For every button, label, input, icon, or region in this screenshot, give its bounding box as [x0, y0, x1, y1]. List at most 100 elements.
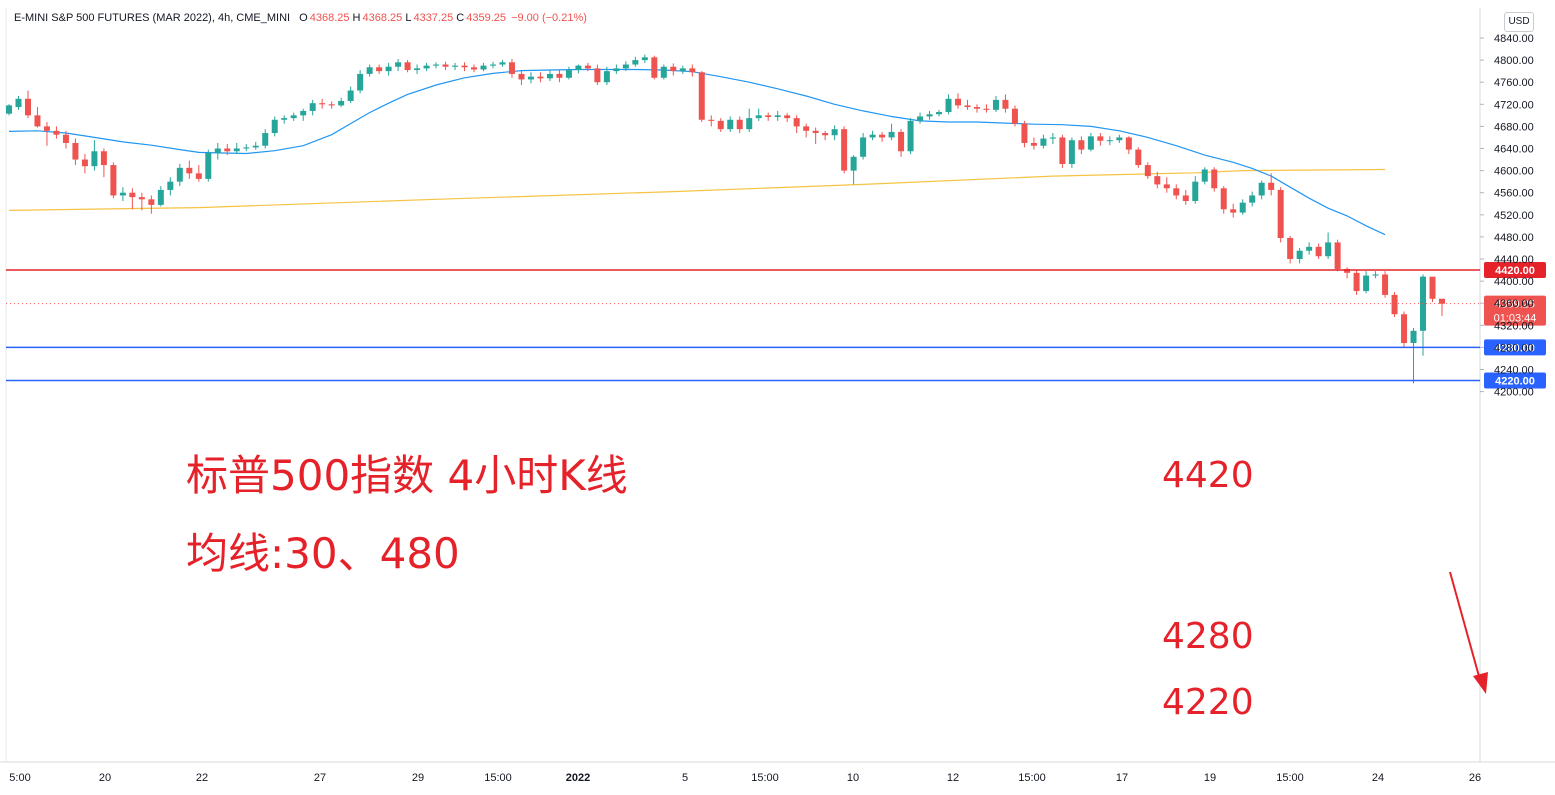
candle-body	[148, 199, 155, 205]
low-label: L	[405, 12, 412, 24]
candle-body	[803, 126, 810, 131]
candle-body	[708, 119, 715, 121]
candle-body	[955, 98, 962, 106]
time-axis[interactable]: 5:00 20 22 27 29 15:00 2022 5 15:00 10 12 15:00 17 19…	[9, 772, 1481, 784]
candle-body	[1353, 272, 1360, 292]
candle	[1439, 298, 1445, 316]
candle	[613, 64, 620, 74]
candle	[62, 130, 69, 149]
candle	[376, 64, 383, 74]
horizontal-levels[interactable]: 4420.00 4280.00 4220.00 4359.25 01:03:44	[6, 262, 1546, 389]
candle	[1106, 136, 1113, 146]
x-tick-label: 5:00	[9, 772, 30, 784]
candle	[138, 192, 145, 211]
candle-body	[660, 66, 667, 78]
candle-body	[1334, 242, 1341, 269]
candle	[917, 112, 924, 124]
candle-body	[812, 130, 819, 134]
candle	[404, 60, 411, 73]
candle	[452, 62, 459, 71]
candle	[43, 121, 50, 146]
candle	[24, 90, 31, 119]
chart-title-annotation: 标普500指数 4小时K线	[186, 451, 628, 500]
candle	[926, 110, 933, 120]
candle-body	[404, 62, 411, 71]
candle	[888, 123, 895, 141]
candle	[708, 115, 715, 127]
candle-body	[395, 62, 402, 67]
candle	[6, 104, 12, 116]
candle-body	[338, 100, 345, 106]
candle-body	[698, 72, 705, 120]
candle	[1220, 186, 1227, 214]
candle	[518, 71, 525, 85]
y-tick-label: 4640.00	[1494, 144, 1534, 156]
candle-body	[376, 67, 383, 72]
candle-body	[1249, 195, 1256, 203]
candle	[1135, 147, 1142, 168]
candle-body	[262, 133, 269, 146]
candle	[338, 97, 345, 108]
candle-body	[831, 129, 838, 136]
arrow-head	[1473, 672, 1488, 694]
candle-body	[24, 98, 31, 116]
symbol-title[interactable]: E-MINI S&P 500 FUTURES (MAR 2022), 4h, C…	[14, 12, 291, 24]
candle	[594, 64, 601, 85]
level-badge-4420	[1484, 262, 1546, 279]
candle	[480, 62, 487, 72]
candle	[1154, 171, 1161, 189]
candle-body	[945, 98, 952, 113]
candle-body	[119, 192, 126, 196]
candle	[1097, 133, 1104, 146]
y-tick-label: 4480.00	[1494, 232, 1534, 244]
candle-body	[1116, 137, 1123, 141]
candle-body	[15, 98, 22, 108]
candle-body	[281, 118, 288, 120]
candle	[1410, 328, 1417, 384]
candle-body	[347, 90, 354, 101]
candle	[110, 162, 117, 199]
candle	[537, 72, 544, 83]
candle-body	[385, 66, 392, 72]
candle-body	[100, 151, 107, 166]
candle	[584, 62, 591, 72]
candle-body	[869, 134, 876, 138]
candle	[983, 104, 990, 113]
candle-body	[1144, 165, 1151, 177]
candle-body	[641, 57, 648, 61]
x-tick-label: 15:00	[1018, 772, 1046, 784]
candle-body	[1420, 276, 1427, 331]
candle	[1192, 176, 1199, 204]
candle-body	[129, 192, 136, 198]
candle	[423, 62, 430, 72]
candle-body	[81, 159, 88, 167]
candle-body	[1125, 137, 1132, 150]
candle	[499, 60, 506, 67]
candle	[736, 116, 743, 134]
candle-body	[1049, 137, 1056, 139]
close-value: 4359.25	[466, 12, 506, 24]
candle-body	[1287, 238, 1294, 259]
candle	[1353, 270, 1360, 295]
x-tick-label: 27	[314, 772, 326, 784]
candle	[755, 108, 762, 121]
candle	[281, 115, 288, 124]
candle-body	[480, 65, 487, 70]
currency-button[interactable]: USD	[1504, 12, 1534, 32]
candle	[641, 54, 648, 63]
candle-body	[556, 73, 563, 78]
candle-body	[850, 156, 857, 171]
candle	[1182, 189, 1189, 205]
candle	[774, 110, 781, 121]
candle	[1382, 271, 1389, 298]
candle-body	[1182, 195, 1189, 201]
candle-body	[537, 76, 544, 79]
y-tick-label: 4200.00	[1494, 387, 1534, 399]
candle	[841, 126, 848, 174]
countdown-text: 01:03:44	[1494, 313, 1537, 325]
candle-body	[1401, 314, 1408, 343]
candle-body	[670, 66, 677, 72]
price-axis[interactable]: 4200.00 4240.00 4280.00 4320.00 4360.00 4400.…	[1480, 33, 1534, 399]
